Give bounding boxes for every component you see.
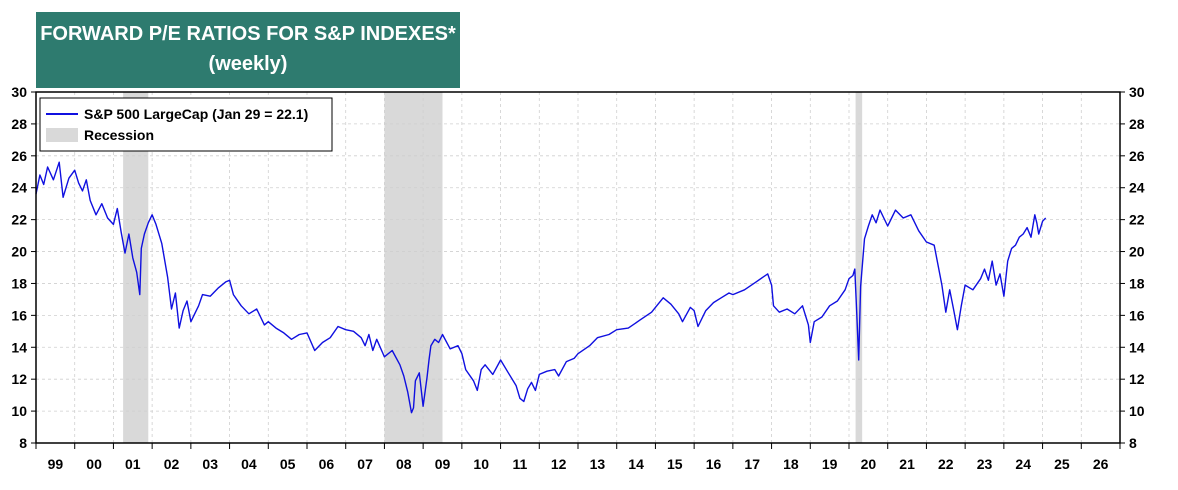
x-tick-label: 16	[706, 456, 722, 472]
x-tick-label: 12	[551, 456, 567, 472]
y-tick-label-left: 28	[11, 116, 27, 132]
y-tick-label-right: 30	[1129, 84, 1145, 100]
y-tick-label-right: 26	[1129, 148, 1145, 164]
chart-title-box: FORWARD P/E RATIOS FOR S&P INDEXES* (wee…	[36, 12, 460, 88]
y-tick-label-right: 24	[1129, 180, 1145, 196]
y-tick-label-left: 24	[11, 180, 27, 196]
x-tick-label: 19	[822, 456, 838, 472]
x-tick-label: 01	[125, 456, 141, 472]
x-tick-label: 03	[202, 456, 218, 472]
x-tick-label: 05	[280, 456, 296, 472]
x-tick-label: 10	[473, 456, 489, 472]
y-tick-label-right: 8	[1129, 435, 1137, 451]
x-tick-label: 99	[48, 456, 64, 472]
x-tick-label: 22	[938, 456, 954, 472]
x-tick-label: 20	[861, 456, 877, 472]
legend-recession-swatch	[46, 128, 78, 142]
x-tick-label: 11	[513, 456, 528, 472]
x-tick-label: 26	[1093, 456, 1109, 472]
x-tick-label: 24	[1015, 456, 1031, 472]
x-tick-label: 17	[744, 456, 760, 472]
y-tick-label-left: 18	[11, 275, 27, 291]
y-tick-label-right: 22	[1129, 212, 1145, 228]
x-tick-label: 23	[977, 456, 993, 472]
x-tick-label: 06	[319, 456, 335, 472]
y-tick-label-right: 20	[1129, 244, 1145, 260]
recession-band-2	[855, 92, 863, 443]
recession-band-1	[384, 92, 443, 443]
series-lines	[35, 161, 1047, 414]
x-tick-label: 00	[86, 456, 102, 472]
axes: 8 8 10 10 12 12 14 14 16 16 18 18 20 20 22 22 24 24 26 26 28…	[11, 84, 1144, 472]
x-tick-label: 07	[357, 456, 373, 472]
y-tick-label-left: 16	[11, 307, 27, 323]
y-tick-label-left: 10	[11, 403, 27, 419]
y-tick-label-right: 10	[1129, 403, 1145, 419]
y-tick-label-right: 16	[1129, 307, 1145, 323]
x-tick-label: 02	[164, 456, 180, 472]
x-tick-label: 18	[783, 456, 799, 472]
legend-box	[39, 97, 333, 152]
legend-label-1: Recession	[84, 127, 154, 143]
y-tick-label-left: 14	[11, 339, 27, 355]
y-tick-label-left: 26	[11, 148, 27, 164]
series-line-0	[35, 161, 1047, 414]
x-tick-label: 04	[241, 456, 257, 472]
legend: S&P 500 LargeCap (Jan 29 = 22.1) Recessio…	[39, 97, 333, 152]
y-tick-label-right: 12	[1129, 371, 1145, 387]
y-tick-label-right: 14	[1129, 339, 1145, 355]
chart-subtitle: (weekly)	[208, 53, 288, 75]
x-tick-label: 21	[899, 456, 915, 472]
legend-label-0: S&P 500 LargeCap (Jan 29 = 22.1)	[84, 106, 308, 122]
y-tick-label-left: 20	[11, 244, 27, 260]
x-tick-label: 13	[590, 456, 606, 472]
y-tick-label-right: 18	[1129, 275, 1145, 291]
chart-title: FORWARD P/E RATIOS FOR S&P INDEXES*	[40, 23, 456, 45]
x-tick-label: 08	[396, 456, 412, 472]
x-tick-label: 25	[1054, 456, 1070, 472]
x-tick-label: 09	[435, 456, 451, 472]
y-tick-label-left: 8	[19, 435, 27, 451]
x-tick-label: 14	[628, 456, 644, 472]
y-tick-label-left: 12	[11, 371, 27, 387]
y-tick-label-right: 28	[1129, 116, 1145, 132]
y-tick-label-left: 22	[11, 212, 27, 228]
x-tick-label: 15	[667, 456, 683, 472]
y-tick-label-left: 30	[11, 84, 27, 100]
